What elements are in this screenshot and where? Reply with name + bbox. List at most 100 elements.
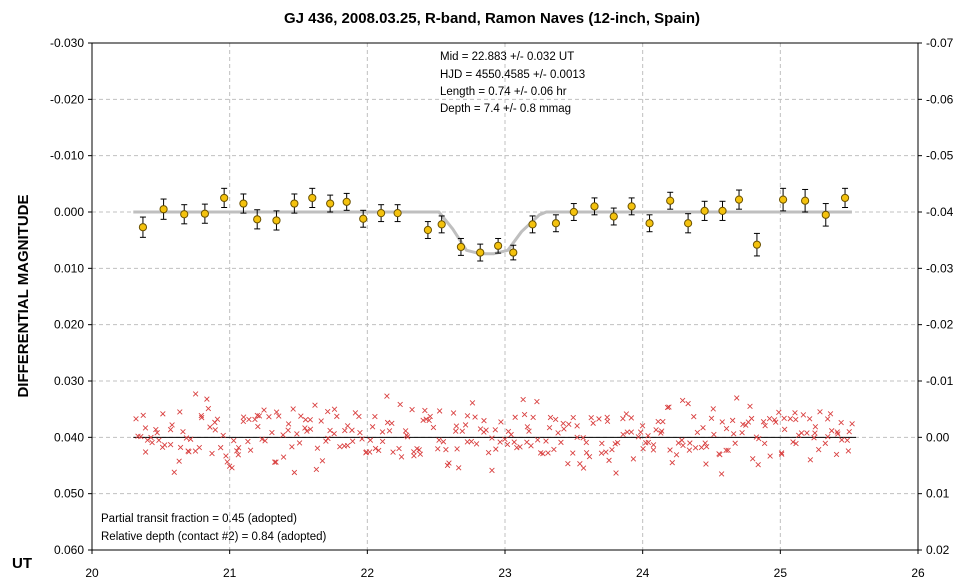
- residual-point: [624, 429, 631, 435]
- binned-point: [528, 220, 537, 229]
- residual-point: [156, 437, 162, 443]
- residual-point: [426, 417, 432, 424]
- residual-point: [756, 435, 762, 442]
- binned-point: [377, 209, 386, 218]
- residual-point: [708, 415, 715, 422]
- binned-point: [801, 196, 810, 205]
- residual-point: [379, 429, 386, 435]
- residual-point: [502, 436, 508, 443]
- x-tick-label: 24: [636, 566, 650, 580]
- residual-point: [703, 461, 709, 467]
- residual-point: [787, 416, 794, 422]
- residual-point: [603, 449, 609, 455]
- residual-point: [280, 454, 287, 460]
- residual-point: [417, 451, 424, 457]
- residual-point: [650, 442, 657, 448]
- residual-point: [357, 429, 363, 436]
- residual-point: [504, 441, 511, 448]
- binned-point: [253, 215, 262, 224]
- residual-point: [276, 413, 282, 419]
- residual-point: [307, 426, 314, 432]
- residual-point: [384, 419, 391, 426]
- residual-point: [138, 433, 144, 440]
- residual-point: [530, 414, 536, 421]
- residual-point: [828, 428, 835, 434]
- y-tick-label: 0.010: [54, 261, 84, 275]
- residual-point: [517, 444, 523, 450]
- residual-point: [217, 444, 224, 451]
- binned-point: [645, 219, 654, 228]
- y2-tick-label: -0.07: [926, 36, 954, 50]
- residual-point: [725, 447, 731, 454]
- residual-point: [817, 409, 823, 415]
- binned-point: [342, 197, 351, 206]
- residual-point: [356, 413, 362, 420]
- residual-point: [849, 421, 855, 427]
- residual-point: [639, 423, 646, 429]
- residual-point: [285, 427, 291, 433]
- residual-point: [422, 407, 428, 414]
- binned-point: [683, 219, 693, 228]
- binned-point: [494, 241, 503, 250]
- residual-point: [234, 448, 240, 454]
- residual-point: [318, 418, 324, 424]
- residual-point: [483, 427, 489, 433]
- y-tick-label: 0.020: [54, 318, 84, 332]
- residual-point: [586, 453, 593, 460]
- residual-point: [524, 424, 531, 430]
- residual-point: [675, 440, 682, 446]
- residual-point: [402, 428, 409, 434]
- residual-point: [833, 451, 840, 458]
- residual-point: [255, 423, 261, 430]
- residual-point: [599, 440, 605, 447]
- residual-point: [411, 453, 417, 459]
- residual-point: [807, 457, 814, 463]
- residual-point: [781, 426, 788, 433]
- residual-point: [485, 449, 492, 456]
- residual-point: [798, 430, 805, 436]
- residual-point: [296, 440, 303, 446]
- chart-title: GJ 436, 2008.03.25, R-band, Ramon Naves …: [284, 10, 700, 27]
- residual-point: [291, 469, 298, 476]
- residual-point: [397, 401, 403, 408]
- residual-point: [700, 425, 706, 431]
- residual-point: [658, 428, 665, 434]
- annotation-partial-transit: Partial transit fraction = 0.45 (adopted…: [101, 513, 297, 525]
- adopted-parameters-annotation: Partial transit fraction = 0.45 (adopted…: [101, 513, 327, 543]
- residual-point: [679, 397, 686, 404]
- residual-point: [781, 415, 787, 422]
- residual-point: [824, 416, 831, 422]
- residual-point: [161, 442, 168, 448]
- residual-point: [827, 411, 834, 417]
- residual-point: [372, 445, 379, 452]
- residual-point: [416, 447, 422, 453]
- binned-point: [437, 220, 446, 229]
- residual-point: [590, 420, 596, 426]
- residual-point: [598, 450, 605, 456]
- residual-point: [692, 445, 699, 451]
- residual-point: [464, 413, 471, 419]
- x-tick-label: 26: [911, 566, 925, 580]
- residual-point: [453, 423, 460, 429]
- residual-point: [389, 420, 395, 427]
- residual-point: [822, 440, 829, 447]
- residual-point: [703, 443, 710, 450]
- binned-point: [200, 209, 209, 218]
- residual-point: [298, 413, 304, 419]
- residual-point: [142, 425, 149, 431]
- residual-point: [492, 427, 499, 433]
- residual-point: [446, 460, 452, 466]
- residual-point: [344, 442, 351, 449]
- residual-point: [555, 430, 561, 436]
- residual-point: [750, 456, 756, 462]
- residual-point: [730, 431, 737, 437]
- residual-point: [845, 448, 852, 454]
- residual-point: [580, 465, 587, 471]
- residual-point: [739, 429, 745, 436]
- residual-point: [247, 447, 254, 453]
- residual-point: [521, 411, 528, 418]
- residual-point: [186, 449, 192, 455]
- residual-point: [304, 428, 310, 434]
- grid-lines: [92, 43, 918, 550]
- residual-point: [520, 396, 526, 403]
